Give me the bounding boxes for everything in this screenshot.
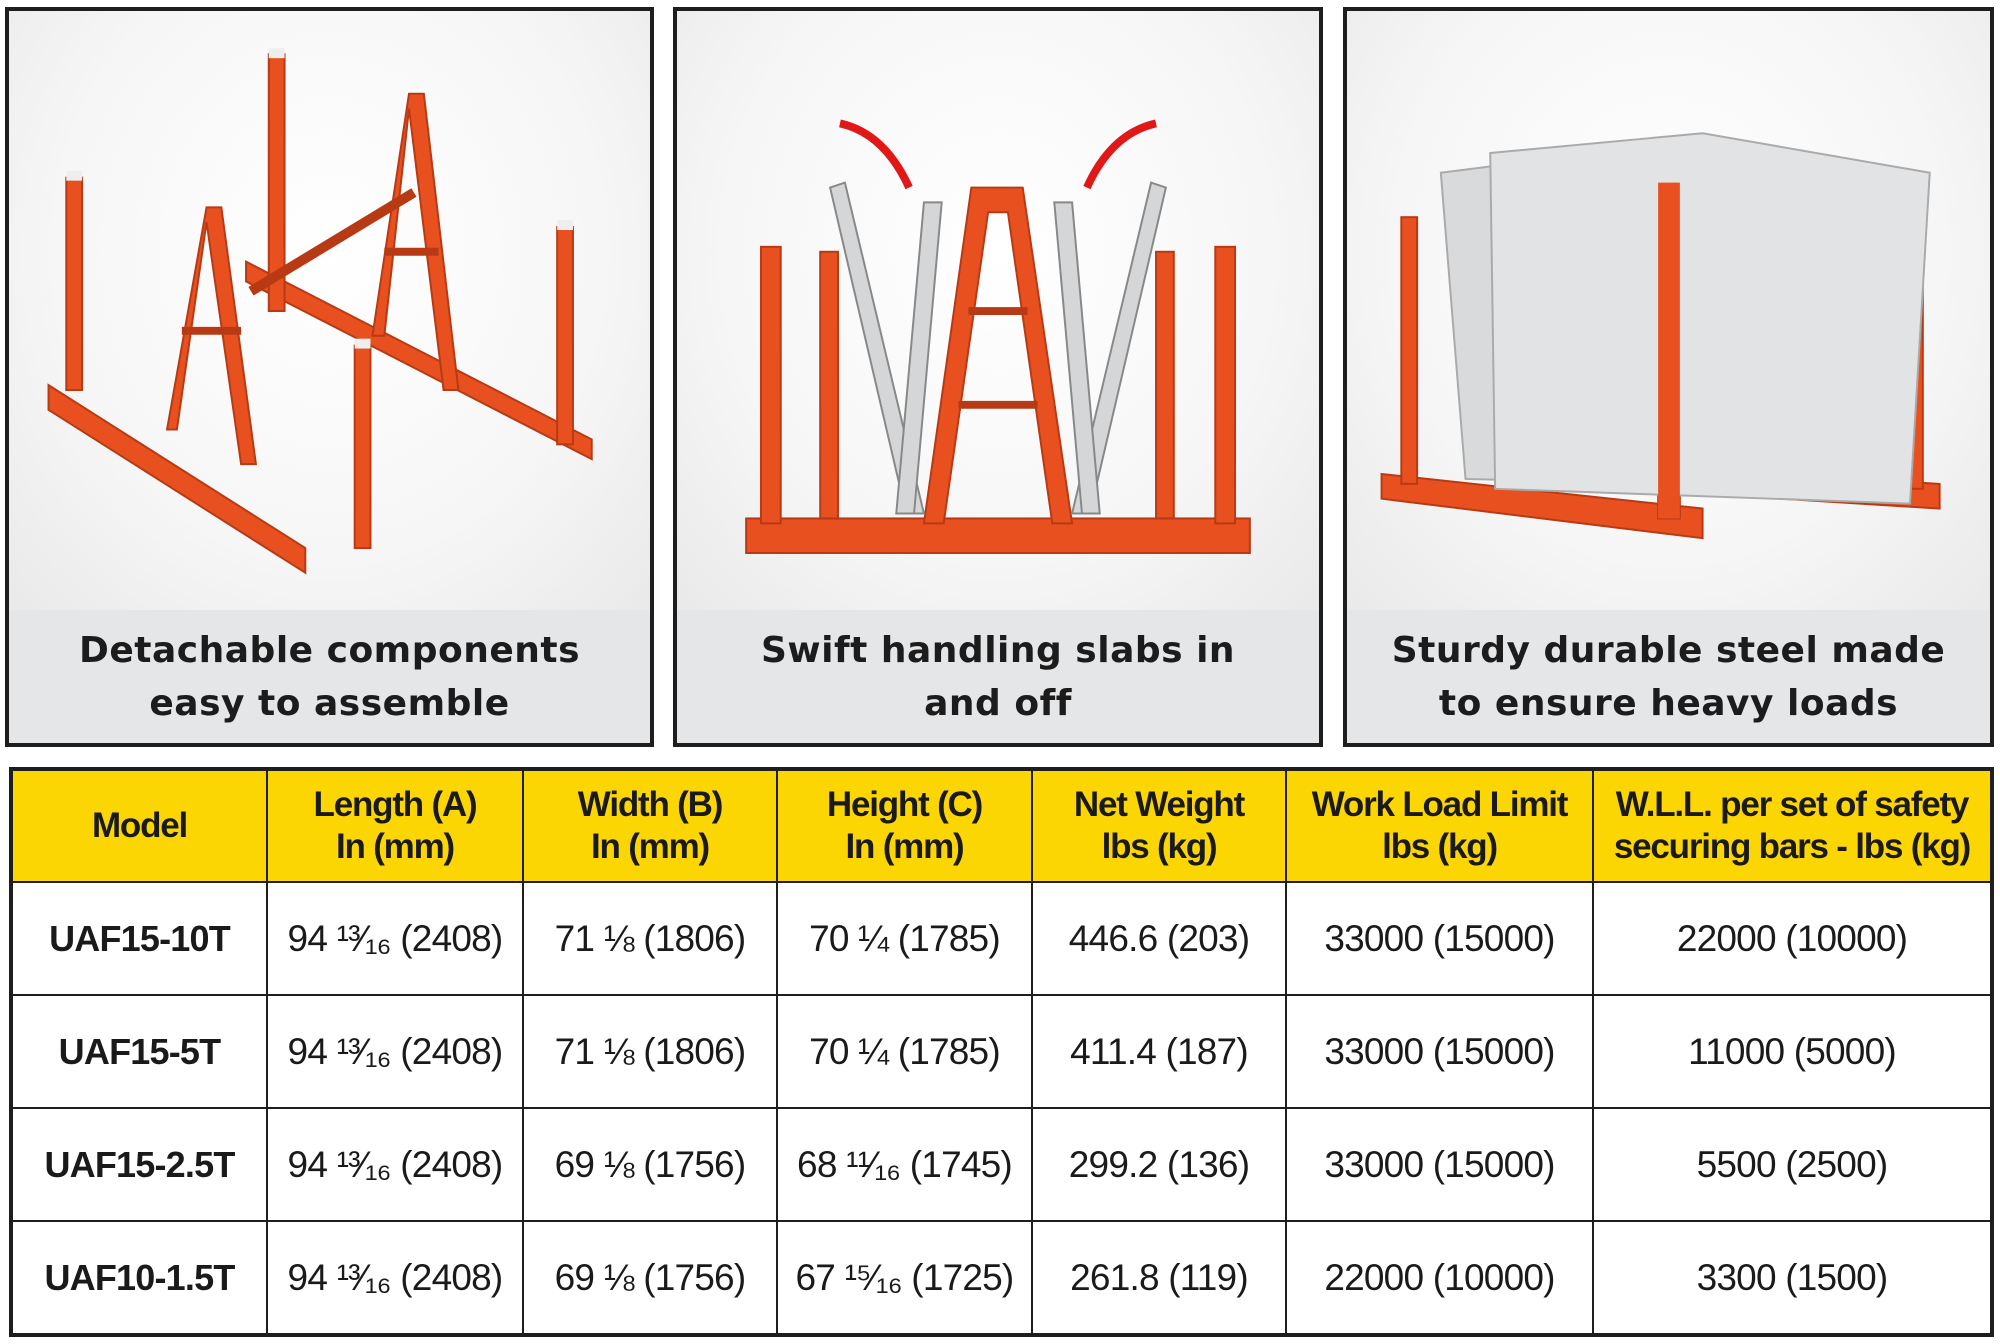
caption-line: Swift handling slabs in [760, 629, 1236, 671]
spec-cell: 71 ⅛ (1806) [522, 881, 778, 996]
column-header-line: securing bars - lbs (kg) [1613, 827, 1971, 866]
spec-cell: 94 ¹³⁄₁₆ (2408) [266, 881, 524, 996]
rack-disassembled-image [9, 11, 650, 614]
spec-cell: 11000 (5000) [1592, 994, 1993, 1109]
spec-cell: 71 ⅛ (1806) [522, 994, 778, 1109]
column-header: Width (B) In (mm) [522, 768, 778, 883]
column-header: Length (A) In (mm) [266, 768, 524, 883]
spec-cell: 411.4 (187) [1031, 994, 1287, 1109]
spec-cell: 70 ¼ (1785) [776, 881, 1033, 996]
column-header-line: In (mm) [845, 827, 965, 866]
caption-line: easy to assemble [149, 682, 510, 724]
table-header-row: Model Length (A) In (mm) Width (B) In (mm) He… [10, 768, 1993, 883]
feature-panel-sturdy: Sturdy durable steel made to ensure heavy… [1343, 7, 1994, 747]
model-cell: UAF15-2.5T [10, 1107, 268, 1222]
feature-panel-detachable: Detachable components easy to assemble [5, 7, 654, 747]
column-header-line: Model [91, 806, 188, 845]
model-cell: UAF10-1.5T [10, 1220, 268, 1336]
column-header-line: Work Load Limit [1311, 785, 1569, 824]
table-row: UAF15-2.5T 94 ¹³⁄₁₆ (2408) 69 ⅛ (1756) 68 ¹… [10, 1107, 1993, 1222]
spec-cell: 3300 (1500) [1592, 1220, 1993, 1336]
column-header-line: In (mm) [336, 827, 455, 866]
spec-cell: 94 ¹³⁄₁₆ (2408) [266, 994, 524, 1109]
table-row: UAF10-1.5T 94 ¹³⁄₁₆ (2408) 69 ⅛ (1756) 67 ¹… [10, 1220, 1993, 1336]
spec-cell: 94 ¹³⁄₁₆ (2408) [266, 1107, 524, 1222]
column-header: W.L.L. per set of safety securing bars - … [1592, 768, 1993, 883]
spec-cell: 33000 (15000) [1285, 994, 1594, 1109]
column-header: Net Weight lbs (kg) [1031, 768, 1287, 883]
column-header-line: W.L.L. per set of safety [1615, 785, 1970, 824]
column-header-line: Width (B) [577, 785, 724, 824]
feature-caption: Swift handling slabs in and off [677, 610, 1319, 743]
specifications-table: Model Length (A) In (mm) Width (B) In (mm) He… [9, 767, 1994, 1337]
column-header-line: In (mm) [591, 827, 710, 866]
column-header-line: lbs (kg) [1382, 827, 1498, 866]
spec-cell: 33000 (15000) [1285, 881, 1594, 996]
rack-loaded-image [1347, 11, 1990, 614]
spec-cell: 69 ⅛ (1756) [522, 1220, 778, 1336]
spec-cell: 299.2 (136) [1031, 1107, 1287, 1222]
model-cell: UAF15-5T [10, 994, 268, 1109]
column-header: Height (C) In (mm) [776, 768, 1033, 883]
spec-cell: 69 ⅛ (1756) [522, 1107, 778, 1222]
column-header: Model [10, 768, 268, 883]
caption-line: Sturdy durable steel made [1391, 629, 1946, 671]
caption-line: and off [924, 682, 1072, 724]
model-cell: UAF15-10T [10, 881, 268, 996]
column-header-line: Length (A) [313, 785, 478, 824]
spec-cell: 67 ¹⁵⁄₁₆ (1725) [776, 1220, 1033, 1336]
spec-cell: 446.6 (203) [1031, 881, 1287, 996]
feature-caption: Detachable components easy to assemble [9, 610, 650, 743]
column-header: Work Load Limit lbs (kg) [1285, 768, 1594, 883]
column-header-line: lbs (kg) [1101, 827, 1218, 866]
caption-line: to ensure heavy loads [1438, 682, 1899, 724]
spec-cell: 94 ¹³⁄₁₆ (2408) [266, 1220, 524, 1336]
spec-cell: 5500 (2500) [1592, 1107, 1993, 1222]
table-row: UAF15-5T 94 ¹³⁄₁₆ (2408) 71 ⅛ (1806) 70 ¼ (… [10, 994, 1993, 1109]
column-header-line: Net Weight [1073, 785, 1245, 824]
spec-cell: 33000 (15000) [1285, 1107, 1594, 1222]
feature-panel-handling: Swift handling slabs in and off [673, 7, 1323, 747]
column-header-line: Height (C) [826, 785, 983, 824]
table-row: UAF15-10T 94 ¹³⁄₁₆ (2408) 71 ⅛ (1806) 70 ¼ … [10, 881, 1993, 996]
spec-cell: 68 ¹¹⁄₁₆ (1745) [776, 1107, 1033, 1222]
spec-cell: 261.8 (119) [1031, 1220, 1287, 1336]
spec-cell: 70 ¼ (1785) [776, 994, 1033, 1109]
caption-line: Detachable components [78, 629, 581, 671]
rack-slab-handling-image [677, 11, 1319, 614]
spec-cell: 22000 (10000) [1592, 881, 1993, 996]
spec-cell: 22000 (10000) [1285, 1220, 1594, 1336]
feature-caption: Sturdy durable steel made to ensure heavy… [1347, 610, 1990, 743]
